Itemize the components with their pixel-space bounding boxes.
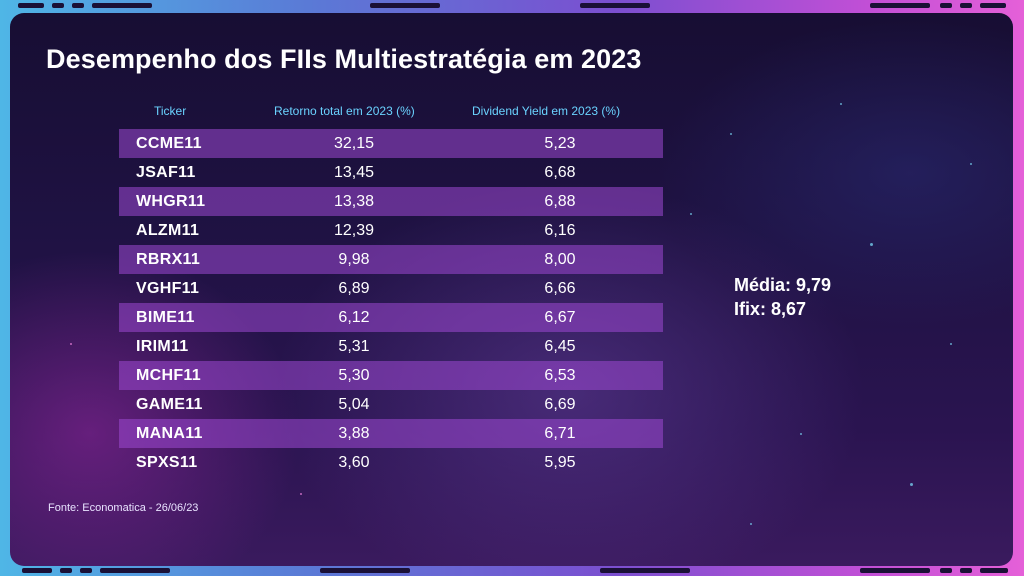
star-decoration bbox=[840, 103, 842, 105]
return-cell: 5,30 bbox=[338, 366, 370, 384]
star-decoration bbox=[910, 483, 913, 486]
dy-cell: 6,67 bbox=[544, 308, 576, 326]
dy-cell: 8,00 bbox=[544, 250, 576, 268]
ticker-cell: RBRX11 bbox=[136, 250, 201, 268]
table-row: GAME11 5,04 6,69 bbox=[119, 390, 663, 419]
table-row: WHGR11 13,38 6,88 bbox=[119, 187, 663, 216]
return-cell: 9,98 bbox=[338, 250, 370, 268]
slide-panel bbox=[10, 13, 1013, 566]
star-decoration bbox=[800, 433, 802, 435]
table-row: VGHF11 6,89 6,66 bbox=[119, 274, 663, 303]
ticker-cell: WHGR11 bbox=[136, 192, 206, 210]
header-dividend-yield: Dividend Yield em 2023 (%) bbox=[472, 104, 621, 118]
ticker-cell: ALZM11 bbox=[136, 221, 200, 239]
dy-cell: 6,53 bbox=[544, 366, 576, 384]
table-row: MCHF11 5,30 6,53 bbox=[119, 361, 663, 390]
star-decoration bbox=[690, 213, 692, 215]
return-cell: 5,04 bbox=[338, 395, 370, 413]
table-row: BIME11 6,12 6,67 bbox=[119, 303, 663, 332]
ticker-cell: VGHF11 bbox=[136, 279, 200, 297]
header-total-return: Retorno total em 2023 (%) bbox=[274, 104, 415, 118]
star-decoration bbox=[950, 343, 952, 345]
return-cell: 32,15 bbox=[333, 134, 375, 152]
table-row: IRIM11 5,31 6,45 bbox=[119, 332, 663, 361]
dy-cell: 6,71 bbox=[544, 424, 576, 442]
dy-cell: 5,23 bbox=[544, 134, 576, 152]
ticker-cell: JSAF11 bbox=[136, 163, 196, 181]
return-cell: 6,12 bbox=[338, 308, 370, 326]
table-row: MANA11 3,88 6,71 bbox=[119, 419, 663, 448]
dy-cell: 6,66 bbox=[544, 279, 576, 297]
header-ticker: Ticker bbox=[154, 104, 187, 118]
table-row: SPXS11 3,60 5,95 bbox=[119, 448, 663, 477]
bottom-decorative-bar bbox=[0, 564, 1024, 576]
return-cell: 13,38 bbox=[333, 192, 375, 210]
table-row: CCME11 32,15 5,23 bbox=[119, 129, 663, 158]
ticker-cell: BIME11 bbox=[136, 308, 195, 326]
table-row: JSAF11 13,45 6,68 bbox=[119, 158, 663, 187]
star-decoration bbox=[70, 343, 72, 345]
return-cell: 6,89 bbox=[338, 279, 370, 297]
star-decoration bbox=[970, 163, 972, 165]
star-decoration bbox=[750, 523, 752, 525]
table-row: RBRX11 9,98 8,00 bbox=[119, 245, 663, 274]
return-cell: 3,60 bbox=[338, 453, 370, 471]
dy-cell: 6,45 bbox=[544, 337, 576, 355]
ticker-cell: MANA11 bbox=[136, 424, 203, 442]
ticker-cell: MCHF11 bbox=[136, 366, 201, 384]
dy-cell: 6,68 bbox=[544, 163, 576, 181]
return-cell: 5,31 bbox=[338, 337, 370, 355]
star-decoration bbox=[730, 133, 732, 135]
star-decoration bbox=[300, 493, 302, 495]
average-value: Média: 9,79 bbox=[734, 275, 832, 295]
return-cell: 3,88 bbox=[338, 424, 370, 442]
dy-cell: 6,69 bbox=[544, 395, 576, 413]
summary-box: Média: 9,79 Ifix: 8,67 bbox=[734, 273, 831, 321]
star-decoration bbox=[870, 243, 873, 246]
return-cell: 12,39 bbox=[333, 221, 375, 239]
ticker-cell: CCME11 bbox=[136, 134, 202, 152]
ticker-cell: IRIM11 bbox=[136, 337, 189, 355]
slide-title: Desempenho dos FIIs Multiestratégia em 2… bbox=[46, 44, 642, 74]
ticker-cell: GAME11 bbox=[136, 395, 203, 413]
return-cell: 13,45 bbox=[333, 163, 375, 181]
dy-cell: 6,16 bbox=[544, 221, 576, 239]
ticker-cell: SPXS11 bbox=[136, 453, 198, 471]
source-note: Fonte: Economatica - 26/06/23 bbox=[48, 502, 199, 514]
dy-cell: 6,88 bbox=[544, 192, 576, 210]
top-decorative-bar bbox=[0, 0, 1024, 12]
dy-cell: 5,95 bbox=[544, 453, 576, 471]
table-row: ALZM11 12,39 6,16 bbox=[119, 216, 663, 245]
fii-table: CCME11 32,15 5,23 JSAF11 13,45 6,68 WHGR… bbox=[119, 129, 663, 477]
ifix-value: Ifix: 8,67 bbox=[734, 299, 807, 319]
